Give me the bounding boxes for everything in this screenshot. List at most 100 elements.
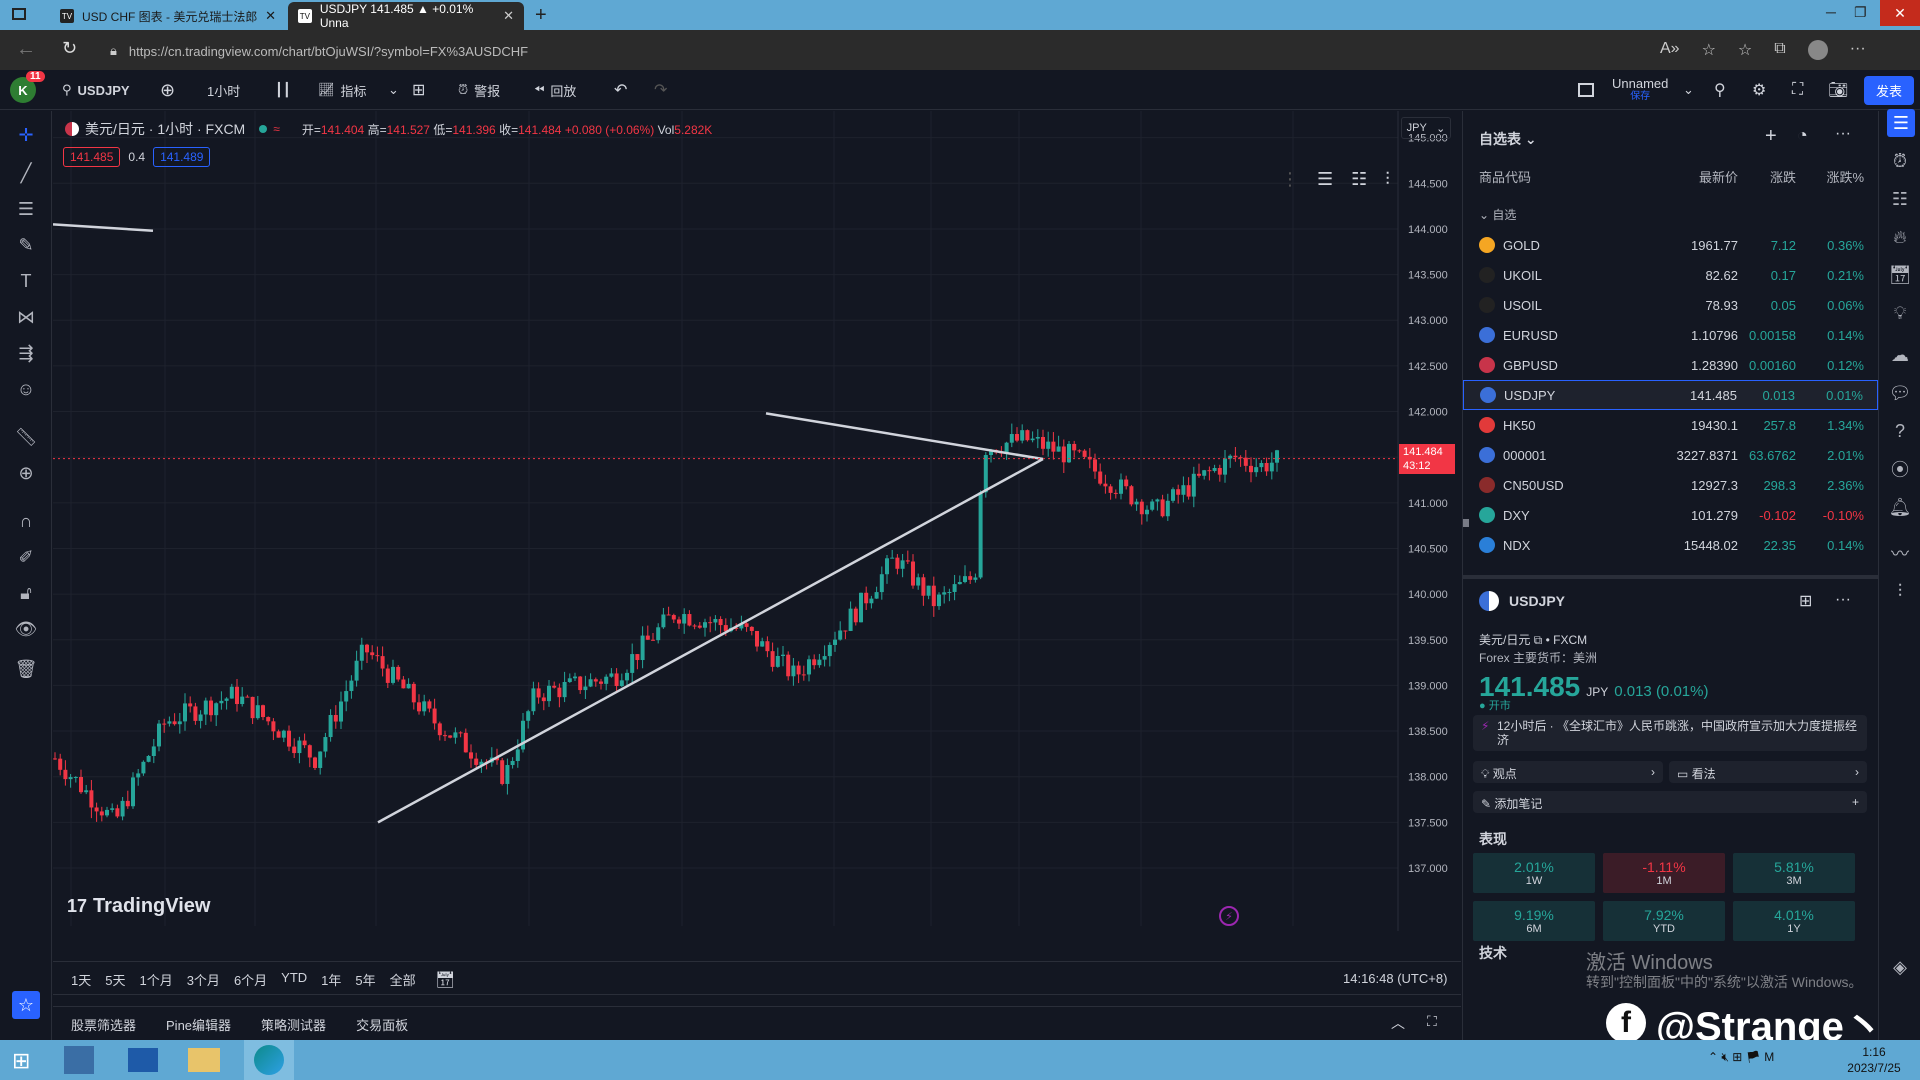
favorites-star-icon[interactable]: ☆: [12, 991, 40, 1019]
chevron-down-icon[interactable]: ⌄: [388, 82, 399, 97]
hotlists-icon[interactable]: 🔥︎: [1893, 226, 1907, 247]
col-chgp[interactable]: 涨跌%: [1826, 170, 1864, 185]
prediction-icon[interactable]: ⇶: [18, 342, 34, 363]
watchlist-row[interactable]: USOIL 78.93 0.05 0.06%: [1463, 290, 1878, 320]
close-icon[interactable]: ✕: [503, 8, 514, 23]
undo-icon[interactable]: ↶: [614, 82, 628, 99]
sell-button[interactable]: 141.485: [63, 147, 121, 167]
range-button[interactable]: 3个月: [186, 973, 220, 988]
indicators-button[interactable]: 📈︎ 指标: [318, 70, 367, 110]
price-chart[interactable]: 145.500145.000144.500144.000143.500143.0…: [53, 111, 1461, 931]
fib-icon[interactable]: ☰: [17, 198, 35, 219]
add-symbol-icon[interactable]: +: [1765, 125, 1777, 147]
publish-button[interactable]: 发表: [1864, 75, 1915, 105]
profile-avatar[interactable]: [1807, 40, 1828, 60]
help-icon[interactable]: ?: [1894, 420, 1905, 441]
edge-icon[interactable]: [244, 1040, 294, 1080]
tray-icons[interactable]: ⌃ 🔇︎ ⊞ 🏴︎ M: [1708, 1050, 1775, 1064]
ideas-icon[interactable]: 💡︎: [1893, 302, 1907, 323]
trading-icon[interactable]: 〰: [1891, 544, 1909, 564]
watchlist-row[interactable]: USDJPY 141.485 0.013 0.01%: [1463, 380, 1878, 410]
close-icon[interactable]: ✕: [265, 8, 276, 23]
pattern-icon[interactable]: ⋈: [17, 306, 35, 327]
trash-icon[interactable]: 🗑︎: [14, 658, 38, 679]
text-icon[interactable]: T: [20, 270, 32, 291]
calendar-icon[interactable]: 📅︎: [1888, 264, 1912, 285]
chats-icon[interactable]: 💬︎: [1888, 382, 1912, 403]
back-icon[interactable]: ←: [16, 38, 36, 60]
data-window-icon[interactable]: ☷: [1891, 188, 1909, 209]
gear-icon[interactable]: ⚙: [1752, 82, 1767, 99]
watchlist-row[interactable]: DXY 101.279 -0.102 -0.10%: [1463, 500, 1878, 530]
more-icon[interactable]: ···: [1849, 40, 1866, 57]
range-button[interactable]: YTD: [281, 970, 308, 985]
performance-cell[interactable]: -1.11% 1M: [1603, 853, 1725, 893]
details-symbol[interactable]: USDJPY: [1509, 593, 1566, 609]
browser-tab-usdchf[interactable]: TV USD CHF 图表 - 美元兑瑞士法郎 ✕: [50, 2, 286, 30]
read-aloud-icon[interactable]: A»: [1660, 40, 1680, 57]
lock-icon[interactable]: 🔓︎: [20, 582, 32, 603]
panel-tab[interactable]: 股票筛选器: [71, 1018, 137, 1033]
replay-button[interactable]: ⏪︎ 回放: [534, 70, 576, 110]
ruler-icon[interactable]: 📏︎: [14, 426, 38, 447]
watchlist-row[interactable]: EURUSD 1.10796 0.00158 0.14%: [1463, 320, 1878, 350]
buy-button[interactable]: 141.489: [153, 147, 211, 167]
desc-text[interactable]: 美元/日元: [1479, 633, 1531, 647]
watchlist-title[interactable]: 自选表 ⌄: [1479, 131, 1537, 147]
advanced-view-icon[interactable]: ◔: [1797, 125, 1808, 145]
chat-cloud-icon[interactable]: ☁︎: [1891, 344, 1909, 365]
performance-cell[interactable]: 4.01% 1Y: [1733, 901, 1855, 941]
emoji-icon[interactable]: ☺: [16, 378, 36, 399]
data-window-icon[interactable]: ☷: [1351, 169, 1368, 189]
dom-icon[interactable]: ⫶: [1897, 580, 1903, 601]
taskbar-clock[interactable]: 1:16 2023/7/25: [1836, 1044, 1912, 1076]
panel-tab[interactable]: 策略测试器: [261, 1018, 327, 1033]
window-menu-icon[interactable]: [12, 8, 26, 20]
favorite-add-icon[interactable]: ☆: [1701, 42, 1716, 59]
trend-line-icon[interactable]: ╱: [20, 162, 32, 183]
lightning-icon[interactable]: ⚡︎: [1219, 906, 1239, 926]
url-field[interactable]: 🔒︎ https://cn.tradingview.com/chart/btOj…: [110, 37, 1650, 65]
watchlist-row[interactable]: UKOIL 82.62 0.17 0.21%: [1463, 260, 1878, 290]
performance-cell[interactable]: 9.19% 6M: [1473, 901, 1595, 941]
powershell-icon[interactable]: [128, 1048, 158, 1072]
watchlist-row[interactable]: HK50 19430.1 257.8 1.34%: [1463, 410, 1878, 440]
restore-icon[interactable]: ❐: [1854, 4, 1867, 20]
watchlist-group[interactable]: ⌄ 自选: [1479, 208, 1517, 222]
settings-bars-icon[interactable]: ⫶: [1385, 169, 1390, 189]
performance-cell[interactable]: 2.01% 1W: [1473, 853, 1595, 893]
object-tree-icon[interactable]: ☰: [1317, 169, 1334, 189]
panel-tab[interactable]: Pine编辑器: [166, 1018, 232, 1033]
drag-handle-icon[interactable]: ⋮: [1281, 169, 1299, 189]
col-symbol[interactable]: 商品代码: [1479, 170, 1532, 185]
range-button[interactable]: 全部: [389, 973, 416, 988]
range-button[interactable]: 1个月: [139, 973, 173, 988]
calendar-icon[interactable]: 📅︎: [435, 972, 456, 989]
alerts-button[interactable]: ⏰︎ 警报: [458, 70, 500, 110]
alarm-icon[interactable]: ⏰︎: [1892, 150, 1908, 171]
more-icon[interactable]: ···: [1835, 125, 1851, 142]
grid-view-icon[interactable]: ⊞: [1799, 593, 1813, 610]
watchlist-row[interactable]: GOLD 1961.77 7.12 0.36%: [1463, 230, 1878, 260]
watchlist-row[interactable]: CN50USD 12927.3 298.3 2.36%: [1463, 470, 1878, 500]
layouts-icon[interactable]: ⊞: [412, 82, 426, 99]
ideas-button[interactable]: 💡︎ 观点 ›: [1473, 761, 1663, 783]
clock[interactable]: 14:16:48 (UTC+8): [1343, 971, 1448, 986]
layout-name-button[interactable]: Unnamed 保存: [1612, 70, 1668, 110]
new-tab-icon[interactable]: +: [535, 4, 547, 26]
maximize-icon[interactable]: ⛶: [1427, 1013, 1437, 1029]
watchlist-icon[interactable]: ☰: [1887, 109, 1915, 137]
watchlist-row[interactable]: GBPUSD 1.28390 0.00160 0.12%: [1463, 350, 1878, 380]
chevron-down-icon[interactable]: ⌄: [1683, 82, 1694, 97]
crosshair-icon[interactable]: ✛: [18, 124, 34, 145]
zoom-in-icon[interactable]: ⊕: [18, 462, 34, 483]
col-last[interactable]: 最新价: [1698, 170, 1738, 185]
currency-select[interactable]: JPY ⌄: [1401, 117, 1451, 139]
watchlist-row[interactable]: 000001 3227.8371 63.6762 2.01%: [1463, 440, 1878, 470]
collections-icon[interactable]: ⧉: [1774, 40, 1786, 57]
quick-search-icon[interactable]: ⚲: [1714, 82, 1726, 99]
file-explorer-icon[interactable]: [188, 1048, 220, 1072]
compare-add-icon[interactable]: ⊕: [160, 79, 176, 100]
lock-drawing-icon[interactable]: ✐: [18, 546, 34, 567]
add-note-button[interactable]: ✎ 添加笔记 +: [1473, 791, 1867, 813]
